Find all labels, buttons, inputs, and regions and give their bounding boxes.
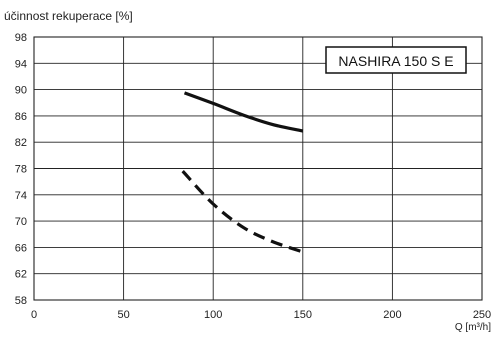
y-tick-label: 78	[15, 164, 27, 176]
y-tick-label: 62	[15, 269, 27, 281]
model-label: NASHIRA 150 S E	[338, 53, 453, 69]
y-tick-label: 86	[15, 111, 27, 123]
x-tick-label: 150	[294, 309, 312, 321]
series-line-dashed	[181, 170, 304, 254]
y-tick-label: 90	[15, 85, 27, 97]
x-axis-label: Q [m³/h]	[455, 322, 491, 333]
series-line-solid	[183, 91, 304, 133]
y-tick-label: 74	[15, 190, 27, 202]
model-label-box: NASHIRA 150 S E	[325, 46, 467, 74]
y-axis-label: účinnost rekuperace [%]	[4, 9, 133, 23]
y-tick-label: 94	[15, 58, 27, 70]
y-tick-label: 82	[15, 137, 27, 149]
y-tick-label: 66	[15, 242, 27, 254]
x-tick-label: 250	[473, 309, 491, 321]
x-tick-label: 100	[204, 309, 222, 321]
y-tick-label: 98	[15, 32, 27, 44]
grid	[33, 36, 483, 301]
plot-frame	[33, 36, 483, 301]
y-tick-label: 58	[15, 295, 27, 307]
model-label-frame	[325, 46, 467, 74]
y-tick-label: 70	[15, 216, 27, 228]
x-tick-label: 0	[31, 309, 37, 321]
x-tick-label: 200	[383, 309, 401, 321]
axes: 58 62 66 70 74 78 82 86 90 94 98 0 50 100 150 200 250	[15, 32, 491, 321]
x-tick-label: 50	[117, 309, 129, 321]
series-layer	[181, 91, 304, 254]
